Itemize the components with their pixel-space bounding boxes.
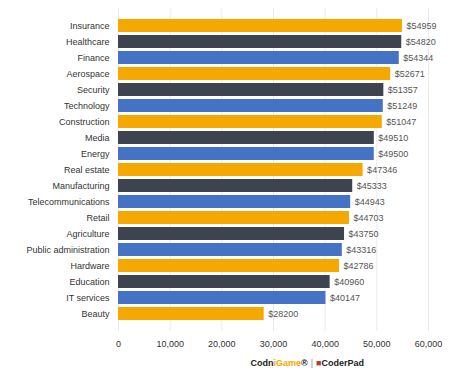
svg-text:Media: Media — [85, 133, 110, 143]
svg-text:Technology: Technology — [64, 101, 110, 111]
svg-text:30,000: 30,000 — [260, 339, 288, 349]
svg-text:Healthcare: Healthcare — [66, 37, 110, 47]
svg-text:$40147: $40147 — [330, 293, 360, 303]
svg-text:$42786: $42786 — [344, 261, 374, 271]
svg-text:60,000: 60,000 — [415, 339, 443, 349]
svg-text:Finance: Finance — [77, 53, 109, 63]
svg-text:Energy: Energy — [81, 149, 110, 159]
svg-text:Insurance: Insurance — [70, 21, 110, 31]
svg-text:$44943: $44943 — [355, 197, 385, 207]
svg-text:$51047: $51047 — [386, 117, 416, 127]
svg-text:Manufacturing: Manufacturing — [52, 181, 109, 191]
svg-text:$43750: $43750 — [349, 229, 379, 239]
svg-text:Telecommunications: Telecommunications — [28, 197, 110, 207]
svg-text:50,000: 50,000 — [363, 339, 391, 349]
svg-text:$40960: $40960 — [334, 277, 364, 287]
svg-text:$54959: $54959 — [406, 21, 436, 31]
svg-text:Aerospace: Aerospace — [66, 69, 109, 79]
svg-text:$51357: $51357 — [388, 85, 418, 95]
svg-text:20,000: 20,000 — [208, 339, 236, 349]
svg-text:IT services: IT services — [66, 293, 110, 303]
svg-text:$51249: $51249 — [387, 101, 417, 111]
svg-text:$44703: $44703 — [353, 213, 383, 223]
svg-text:10,000: 10,000 — [156, 339, 184, 349]
svg-text:Retail: Retail — [86, 213, 109, 223]
svg-text:Education: Education — [69, 277, 109, 287]
svg-text:$52671: $52671 — [395, 69, 425, 79]
svg-text:40,000: 40,000 — [311, 339, 339, 349]
svg-text:$28200: $28200 — [268, 309, 298, 319]
svg-text:Hardware: Hardware — [70, 261, 109, 271]
svg-text:0: 0 — [116, 339, 121, 349]
svg-text:Security: Security — [77, 85, 110, 95]
svg-text:$54344: $54344 — [403, 53, 433, 63]
svg-text:$54820: $54820 — [406, 37, 436, 47]
svg-text:$43316: $43316 — [346, 245, 376, 255]
svg-text:$47346: $47346 — [367, 165, 397, 175]
svg-text:$45333: $45333 — [357, 181, 387, 191]
html-text:Codn i Game ® | ■ CoderPad: Codn i Game ® | ■ CoderPad — [250, 358, 364, 368]
svg-text:Real estate: Real estate — [64, 165, 110, 175]
svg-text:Public administration: Public administration — [26, 245, 109, 255]
svg-text:$49500: $49500 — [378, 149, 408, 159]
svg-text:Construction: Construction — [59, 117, 110, 127]
svg-text:Beauty: Beauty — [81, 309, 110, 319]
svg-text:$49510: $49510 — [378, 133, 408, 143]
svg-text:Agriculture: Agriculture — [66, 229, 109, 239]
